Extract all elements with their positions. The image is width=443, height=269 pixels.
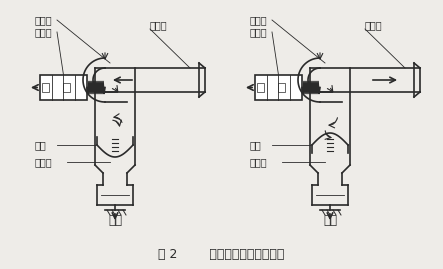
- Bar: [40, 75, 87, 100]
- Text: 关闭: 关闭: [108, 214, 122, 226]
- Text: 电磁阀: 电磁阀: [250, 27, 268, 37]
- Text: 膜片: 膜片: [35, 140, 47, 150]
- Bar: [63, 83, 70, 92]
- Text: 输出管: 输出管: [365, 20, 383, 30]
- Text: 节流孔: 节流孔: [250, 157, 268, 167]
- Text: 膜片: 膜片: [250, 140, 262, 150]
- Text: 脉冲阀: 脉冲阀: [250, 15, 268, 25]
- Bar: [257, 83, 264, 92]
- Bar: [42, 83, 49, 92]
- Text: 节流孔: 节流孔: [35, 157, 53, 167]
- Text: 脉冲阀: 脉冲阀: [35, 15, 53, 25]
- Bar: [255, 75, 302, 100]
- Text: 输出管: 输出管: [150, 20, 167, 30]
- Bar: [279, 83, 285, 92]
- Text: 电磁阀: 电磁阀: [35, 27, 53, 37]
- Text: 开启: 开启: [323, 214, 337, 226]
- Text: 图 2        脉冲阀结构和工作原理: 图 2 脉冲阀结构和工作原理: [158, 249, 284, 261]
